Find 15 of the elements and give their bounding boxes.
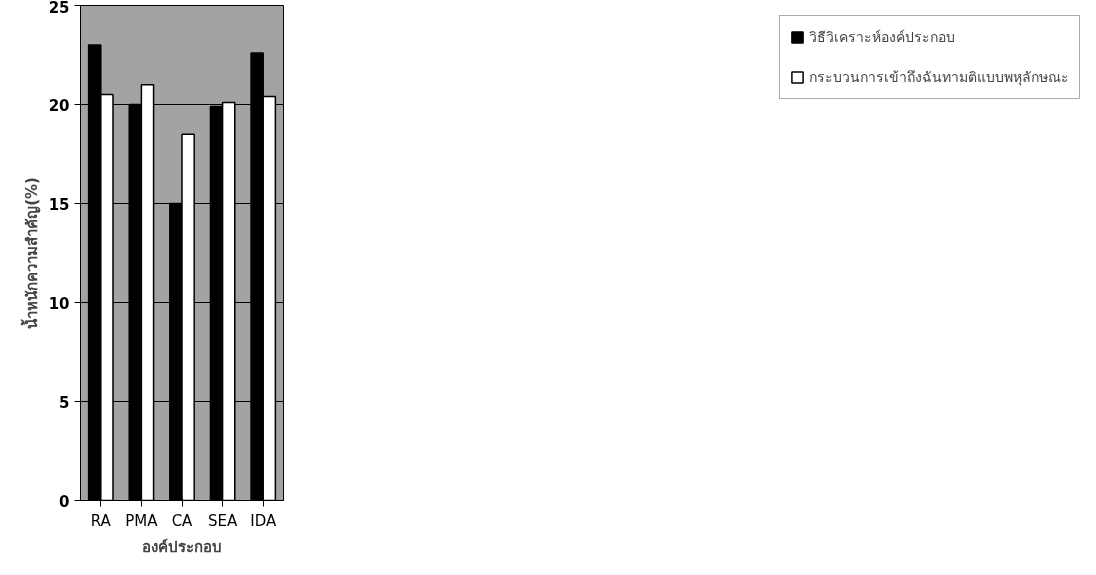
- x-tick-label: CA: [171, 511, 194, 530]
- legend-label: กระบวนการเข้าถึงฉันทามติแบบพหุลักษณะ: [809, 68, 1069, 88]
- y-tick-label: 5: [59, 393, 70, 412]
- y-tick-label: 15: [48, 195, 70, 214]
- y-axis-title: น้ำหนักความสำคัญ(%): [19, 177, 41, 329]
- legend-label: วิธีวิเคราะห์องค์ประกอบ: [809, 28, 955, 47]
- x-tick-label: PMA: [125, 511, 159, 530]
- y-tick-label: 25: [48, 0, 70, 17]
- y-tick-label: 10: [48, 294, 70, 313]
- x-tick-label: IDA: [250, 511, 277, 530]
- x-axis-title: องค์ประกอบ: [142, 537, 222, 556]
- x-tick-label: SEA: [207, 511, 238, 530]
- x-tick-label: RA: [90, 511, 112, 530]
- y-tick-label: 0: [59, 492, 70, 511]
- y-tick-label: 20: [48, 96, 70, 115]
